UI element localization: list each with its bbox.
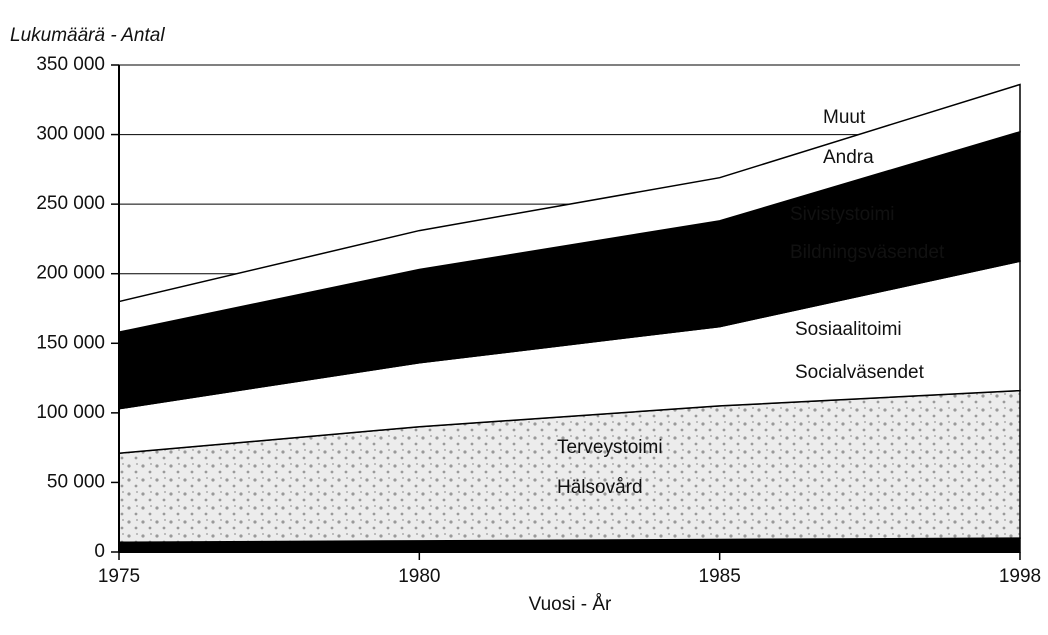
series-label: Sosiaalitoimi	[795, 319, 902, 340]
y-tick-label: 0	[94, 541, 105, 562]
x-axis-title: Vuosi - År	[529, 594, 612, 615]
x-tick-label: 1975	[98, 566, 140, 587]
series-label: Muut	[823, 107, 866, 128]
series-label: Bildningsväsendet	[790, 242, 945, 263]
y-tick-label: 250 000	[36, 193, 105, 214]
series-label: Socialväsendet	[795, 362, 925, 383]
y-tick-label: 50 000	[47, 471, 105, 492]
x-tick-label: 1980	[398, 566, 440, 587]
y-tick-label: 100 000	[36, 402, 105, 423]
series-label: Andra	[823, 147, 874, 168]
series-label: Terveystoimi	[557, 437, 663, 458]
y-tick-label: 300 000	[36, 124, 105, 145]
series-label: Sivistystoimi	[790, 204, 895, 225]
y-tick-label: 350 000	[36, 54, 105, 75]
y-tick-label: 150 000	[36, 332, 105, 353]
y-tick-label: 200 000	[36, 263, 105, 284]
area	[118, 83, 1021, 334]
chart-title: Lukumäärä - Antal	[10, 25, 165, 46]
series-label: Hälsovård	[557, 477, 643, 498]
x-tick-label: 1998	[999, 566, 1041, 587]
x-tick-label: 1985	[699, 566, 741, 587]
